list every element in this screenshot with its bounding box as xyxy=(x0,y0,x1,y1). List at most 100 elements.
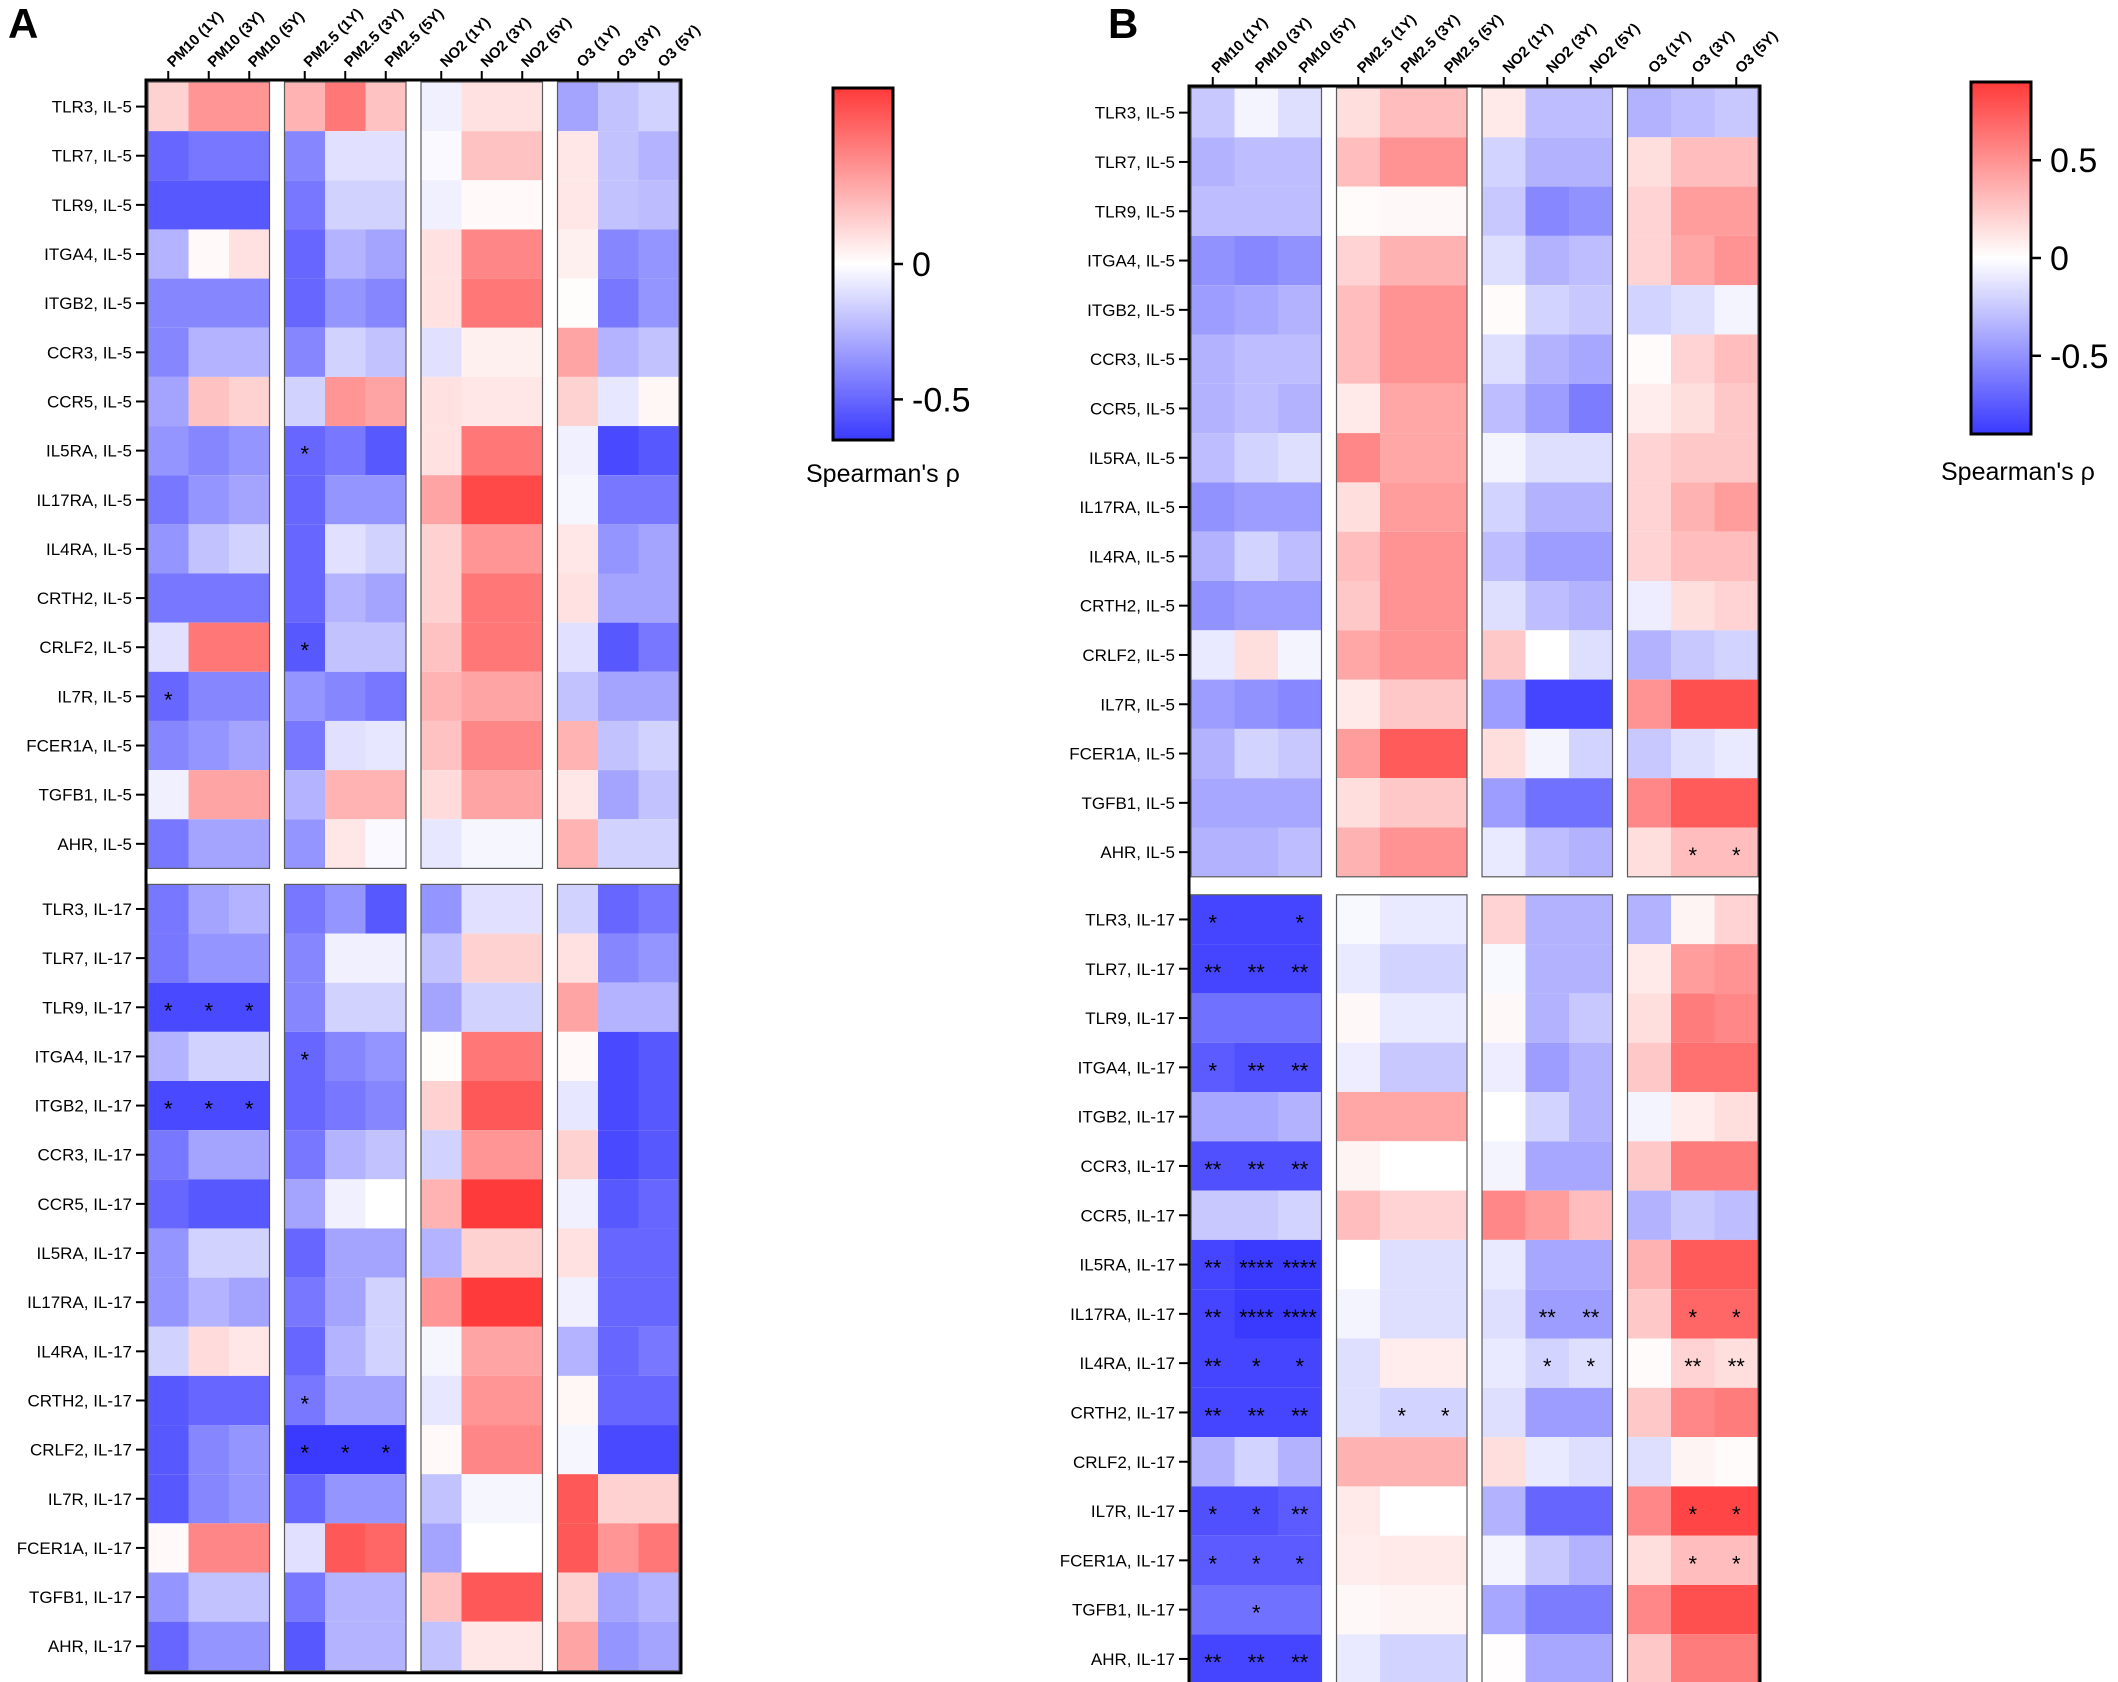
heatmap-cell xyxy=(1525,1289,1569,1339)
heatmap-cell xyxy=(1191,1141,1235,1191)
heatmap-cell xyxy=(148,131,189,181)
heatmap-cell xyxy=(1278,827,1322,877)
heatmap-cell xyxy=(638,1130,679,1180)
block-frame xyxy=(1626,87,1759,878)
heatmap-cell xyxy=(284,1375,325,1426)
heatmap-cell xyxy=(638,524,679,574)
heatmap-cell xyxy=(1380,630,1424,680)
heatmap-cell xyxy=(1278,944,1322,994)
heatmap-cell xyxy=(1234,334,1278,384)
heatmap-cell xyxy=(638,278,679,328)
heatmap-cell xyxy=(1714,728,1758,779)
heatmap-cell xyxy=(1671,1141,1715,1191)
heatmap-cell xyxy=(1191,894,1235,945)
heatmap-cell xyxy=(1525,1486,1569,1536)
heatmap-cell xyxy=(1714,1338,1758,1388)
significance-mark: * xyxy=(1688,843,1697,868)
heatmap-cell xyxy=(229,884,270,934)
heatmap-cell xyxy=(1714,778,1758,828)
heatmap-cell xyxy=(188,770,229,820)
heatmap-cell xyxy=(502,376,543,427)
heatmap-cell xyxy=(284,229,325,279)
heatmap-cell xyxy=(148,1179,189,1229)
heatmap-cell xyxy=(1569,1141,1613,1191)
heatmap-cell xyxy=(229,278,270,328)
heatmap-cell xyxy=(1525,581,1569,631)
heatmap-cell xyxy=(1336,235,1380,286)
heatmap-cell xyxy=(1714,235,1758,286)
heatmap-cell xyxy=(1234,1141,1278,1191)
heatmap-cell xyxy=(1423,1239,1467,1290)
heatmap-cell xyxy=(365,1572,406,1622)
row-label: IL7R, IL-17 xyxy=(1091,1502,1175,1521)
heatmap-cell xyxy=(557,180,598,230)
heatmap-cell xyxy=(365,1179,406,1229)
significance-mark: ** xyxy=(1684,1354,1702,1379)
heatmap-cell xyxy=(461,1474,502,1524)
heatmap-cell xyxy=(1671,581,1715,631)
heatmap-cell xyxy=(1671,630,1715,680)
heatmap-cell xyxy=(1714,581,1758,631)
heatmap-cell xyxy=(638,671,679,721)
heatmap-cell xyxy=(1482,1042,1526,1092)
heatmap-cell xyxy=(557,982,598,1032)
heatmap-cell xyxy=(1380,1289,1424,1339)
heatmap-cell xyxy=(557,884,598,934)
heatmap-cell xyxy=(1234,88,1278,138)
heatmap-cell xyxy=(188,229,229,279)
heatmap-cell xyxy=(1423,1387,1467,1438)
heatmap-cell xyxy=(1569,944,1613,994)
colorbar-tick-label: -0.5 xyxy=(912,381,971,419)
heatmap-cell xyxy=(1191,1387,1235,1438)
heatmap-cell xyxy=(1234,679,1278,729)
heatmap-cell xyxy=(598,82,639,132)
heatmap-cell xyxy=(1278,285,1322,335)
block-frame xyxy=(147,81,271,870)
heatmap-cell xyxy=(1714,944,1758,994)
heatmap-cell xyxy=(1380,1141,1424,1191)
heatmap-cell xyxy=(284,524,325,574)
heatmap-cell xyxy=(1380,1239,1424,1290)
heatmap-cell xyxy=(325,376,366,427)
heatmap-cell xyxy=(1380,1190,1424,1240)
heatmap-cell xyxy=(1482,137,1526,187)
heatmap-cell xyxy=(1191,1585,1235,1635)
heatmap-cell xyxy=(325,426,366,476)
heatmap-cell xyxy=(638,770,679,820)
significance-mark: * xyxy=(164,687,173,712)
heatmap-cell xyxy=(1336,1190,1380,1240)
heatmap-cell xyxy=(1714,531,1758,581)
heatmap-cell xyxy=(1423,433,1467,483)
heatmap-cell xyxy=(1482,383,1526,434)
heatmap-cell xyxy=(1671,1535,1715,1585)
significance-mark: * xyxy=(204,1097,213,1122)
heatmap-cell xyxy=(502,82,543,132)
heatmap-cell xyxy=(1278,1486,1322,1536)
heatmap-cell xyxy=(461,1425,502,1475)
heatmap-cell xyxy=(1191,679,1235,729)
row-label: CRTH2, IL-5 xyxy=(1080,597,1175,616)
block-frame xyxy=(556,883,680,1672)
heatmap-cell xyxy=(1714,1634,1758,1682)
heatmap-cell xyxy=(365,426,406,476)
row-label: ITGA4, IL-17 xyxy=(1078,1058,1175,1077)
significance-mark: * xyxy=(1397,1403,1406,1428)
heatmap-cell xyxy=(325,982,366,1032)
heatmap-cell xyxy=(188,1572,229,1622)
heatmap-cell xyxy=(598,671,639,721)
heatmap-cell xyxy=(148,1425,189,1475)
heatmap-cell xyxy=(557,573,598,623)
heatmap-cell xyxy=(1234,894,1278,945)
row-label: TGFB1, IL-17 xyxy=(1072,1601,1175,1620)
heatmap-cell xyxy=(598,573,639,623)
heatmap-cell xyxy=(1569,1437,1613,1487)
heatmap-cell xyxy=(1336,1338,1380,1388)
heatmap-cell xyxy=(421,1621,462,1671)
heatmap-cell xyxy=(148,180,189,230)
heatmap-cell xyxy=(325,1326,366,1376)
row-label: CCR5, IL-5 xyxy=(1090,399,1175,418)
heatmap-cell xyxy=(598,1425,639,1475)
row-label: CRTH2, IL-17 xyxy=(27,1391,132,1410)
heatmap-cell xyxy=(325,327,366,377)
heatmap-cell xyxy=(284,475,325,525)
